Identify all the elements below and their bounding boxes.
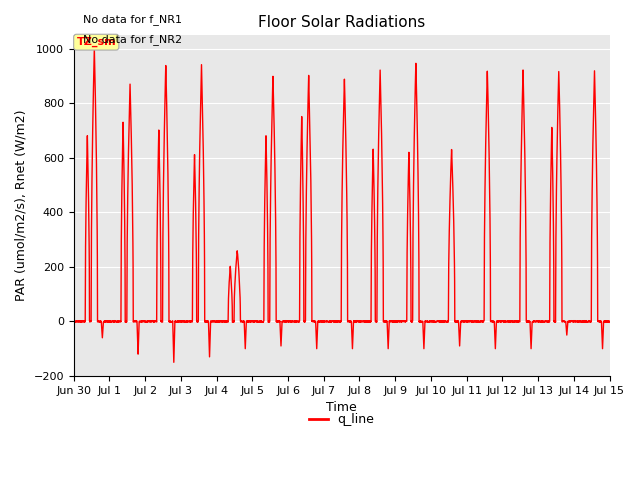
Text: No data for f_NR1: No data for f_NR1 <box>83 14 182 25</box>
X-axis label: Time: Time <box>326 401 357 414</box>
Text: No data for f_NR2: No data for f_NR2 <box>83 34 182 45</box>
Y-axis label: PAR (umol/m2/s), Rnet (W/m2): PAR (umol/m2/s), Rnet (W/m2) <box>15 110 28 301</box>
Title: Floor Solar Radiations: Floor Solar Radiations <box>258 15 425 30</box>
Legend: q_line: q_line <box>304 408 380 431</box>
Text: TZ_sm: TZ_sm <box>76 37 116 48</box>
